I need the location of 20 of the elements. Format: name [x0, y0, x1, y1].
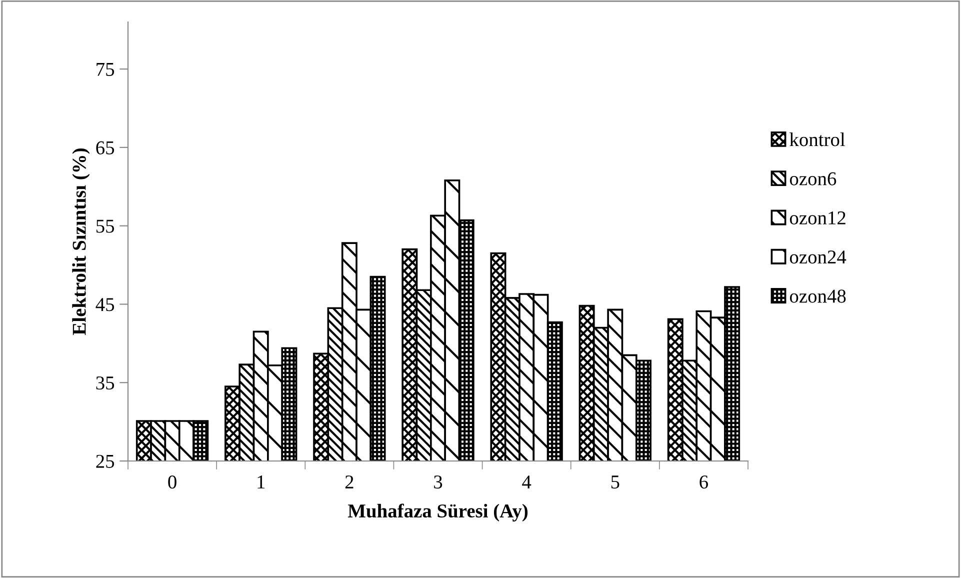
x-tick-label: 2 [345, 476, 354, 488]
x-tick-label: 0 [168, 475, 176, 489]
x-tick-label: 6 [700, 476, 708, 489]
y-tick-label: 75 [96, 63, 114, 76]
legend-label: ozon6 [790, 172, 836, 186]
y-tick-label: 25 [96, 454, 114, 468]
x-tick-label: 4 [522, 476, 532, 488]
y-tick-label: 55 [96, 220, 114, 233]
x-tick-label: 5 [611, 476, 620, 489]
legend-label: ozon12 [790, 211, 846, 224]
y-tick-label: 45 [96, 298, 114, 312]
x-axis-title: Muhafaza Süresi (Ay) [348, 504, 528, 522]
x-tick-label: 3 [434, 476, 442, 489]
legend-label: ozon24 [790, 250, 846, 264]
y-tick-label: 35 [96, 376, 114, 390]
legend-label: ozon48 [790, 290, 846, 303]
legend-label: kontrol [790, 132, 845, 146]
y-axis-title: Elektrolit Sızıntısı (%) [72, 148, 90, 335]
y-tick-label: 65 [96, 141, 114, 154]
x-tick-label: 1 [258, 476, 265, 488]
